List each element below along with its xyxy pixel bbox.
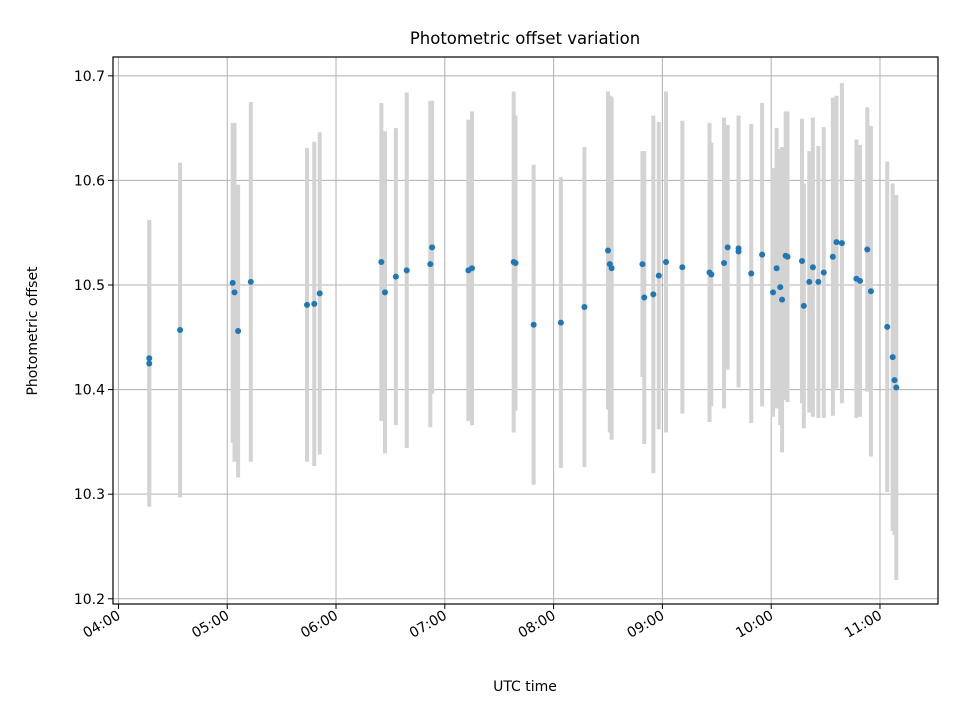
data-point — [146, 355, 153, 362]
data-point — [378, 258, 385, 265]
y-tick-label: 10.2 — [74, 592, 105, 608]
data-point — [708, 271, 715, 278]
data-point — [815, 278, 822, 285]
data-point — [884, 323, 891, 330]
data-point — [889, 354, 896, 361]
x-tick-label: 07:00 — [407, 608, 450, 642]
data-point — [679, 264, 686, 271]
x-tick-label: 04:00 — [80, 608, 123, 642]
data-point — [663, 258, 670, 265]
data-point — [469, 265, 476, 272]
data-point — [800, 302, 807, 309]
data-point — [231, 289, 238, 296]
y-tick-label: 10.4 — [74, 383, 105, 399]
data-point — [773, 265, 780, 272]
data-point — [829, 253, 836, 260]
data-point — [779, 296, 786, 303]
y-axis-label: Photometric offset — [25, 266, 41, 396]
y-tick-label: 10.5 — [74, 278, 105, 294]
data-point — [429, 244, 436, 251]
data-point — [581, 303, 588, 310]
y-tick-label: 10.3 — [74, 487, 105, 503]
data-point — [177, 326, 184, 333]
data-point — [833, 239, 840, 246]
data-point — [608, 265, 615, 272]
x-tick-label: 09:00 — [624, 608, 667, 642]
data-point — [530, 321, 537, 328]
data-point — [777, 284, 784, 291]
x-tick-label: 05:00 — [189, 608, 232, 642]
data-point — [721, 260, 728, 267]
data-point — [820, 269, 827, 276]
data-point — [724, 244, 731, 251]
data-point — [229, 279, 236, 286]
chart-title: Photometric offset variation — [410, 29, 640, 48]
data-point — [784, 253, 791, 260]
data-point — [311, 300, 318, 307]
data-point — [146, 360, 153, 367]
data-point — [381, 289, 388, 296]
x-tick-label: 10:00 — [733, 608, 776, 642]
y-axis-ticks: 10.2 10.3 10.4 10.5 10.6 10.7 — [74, 69, 113, 608]
data-point — [316, 290, 323, 297]
data-point — [799, 257, 806, 264]
data-point — [806, 278, 813, 285]
data-point — [403, 267, 410, 274]
data-point — [867, 288, 874, 295]
data-point — [655, 272, 662, 279]
x-tick-label: 08:00 — [516, 608, 559, 642]
x-tick-label: 11:00 — [842, 608, 885, 642]
x-tick-label: 06:00 — [298, 608, 341, 642]
data-point — [864, 246, 871, 253]
data-point — [893, 384, 900, 391]
data-point — [427, 261, 434, 268]
data-point — [639, 261, 646, 268]
x-axis-ticks: 04:00 05:00 06:00 07:00 08:00 09:00 10:00 11:00 — [80, 604, 885, 642]
data-point — [809, 264, 816, 271]
data-point — [235, 328, 242, 335]
data-point — [641, 294, 648, 301]
error-bars — [147, 83, 899, 580]
data-point — [247, 278, 254, 285]
data-point — [857, 277, 864, 284]
x-axis-label: UTC time — [493, 679, 557, 695]
data-points — [146, 239, 900, 391]
data-point — [557, 319, 564, 326]
data-point — [770, 289, 776, 296]
data-point — [650, 291, 657, 298]
data-point — [392, 273, 399, 280]
data-point — [748, 270, 755, 277]
data-point — [735, 248, 742, 255]
data-point — [605, 247, 611, 254]
data-point — [759, 251, 766, 258]
y-tick-label: 10.7 — [74, 69, 105, 85]
y-tick-label: 10.6 — [74, 173, 105, 189]
data-point — [304, 301, 311, 308]
data-point — [512, 260, 519, 267]
data-point — [838, 240, 845, 247]
data-point — [891, 377, 898, 384]
plot-frame — [112, 56, 939, 605]
